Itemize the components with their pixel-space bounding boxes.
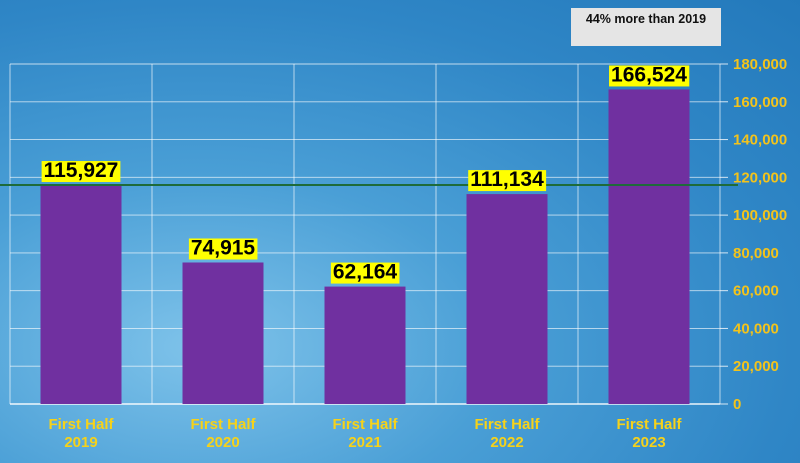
y-tick-label: 120,000 (733, 169, 787, 186)
x-category-label: 2019 (64, 434, 97, 451)
x-category-label: First Half (616, 416, 682, 433)
y-tick-label: 160,000 (733, 94, 787, 111)
bar (40, 185, 122, 404)
data-label-text: 62,164 (333, 261, 398, 284)
x-category-label: First Half (190, 416, 256, 433)
data-label-text: 111,134 (470, 168, 544, 191)
chart-grid (9, 63, 728, 405)
y-axis-ticks: 0 20,000 40,000 60,000 80,000 100,000 120,000 1… (733, 56, 787, 413)
data-label: 166,524 (609, 63, 690, 87)
x-category-label: 2021 (348, 434, 381, 451)
y-tick-label: 20,000 (733, 358, 779, 375)
data-label-highlight (468, 170, 547, 192)
bar (324, 286, 406, 404)
data-label-highlight (188, 238, 258, 260)
data-label-highlight (41, 161, 121, 183)
bar (182, 262, 264, 404)
data-label: 62,164 (330, 261, 400, 284)
x-category-label: 2020 (206, 434, 239, 451)
data-label-text: 166,524 (611, 63, 687, 86)
data-labels: 115,927 74,915 62,164 111,134 166,524 (41, 63, 690, 284)
data-label-highlight (330, 262, 400, 284)
x-category-label: 2022 (490, 434, 523, 451)
y-tick-label: 140,000 (733, 132, 787, 149)
data-label: 115,927 (41, 159, 121, 183)
y-tick-label: 80,000 (733, 245, 779, 262)
data-label-highlight (609, 65, 690, 87)
data-label: 74,915 (188, 236, 258, 260)
y-tick-label: 60,000 (733, 283, 779, 300)
annotation-callout: 44% more than 2019 (571, 8, 721, 46)
y-tick-label: 40,000 (733, 320, 779, 337)
x-category-label: First Half (474, 416, 540, 433)
bar (608, 89, 690, 405)
data-label: 111,134 (468, 168, 547, 192)
y-tick-label: 180,000 (733, 56, 787, 73)
y-tick-label: 100,000 (733, 207, 787, 224)
bar-series (40, 89, 690, 405)
x-category-label: 2023 (632, 434, 665, 451)
data-label-text: 74,915 (191, 236, 256, 259)
y-tick-label: 0 (733, 396, 741, 413)
x-category-label: First Half (48, 416, 114, 433)
x-category-label: First Half (332, 416, 398, 433)
bar (466, 194, 548, 404)
data-label-text: 115,927 (44, 159, 119, 182)
